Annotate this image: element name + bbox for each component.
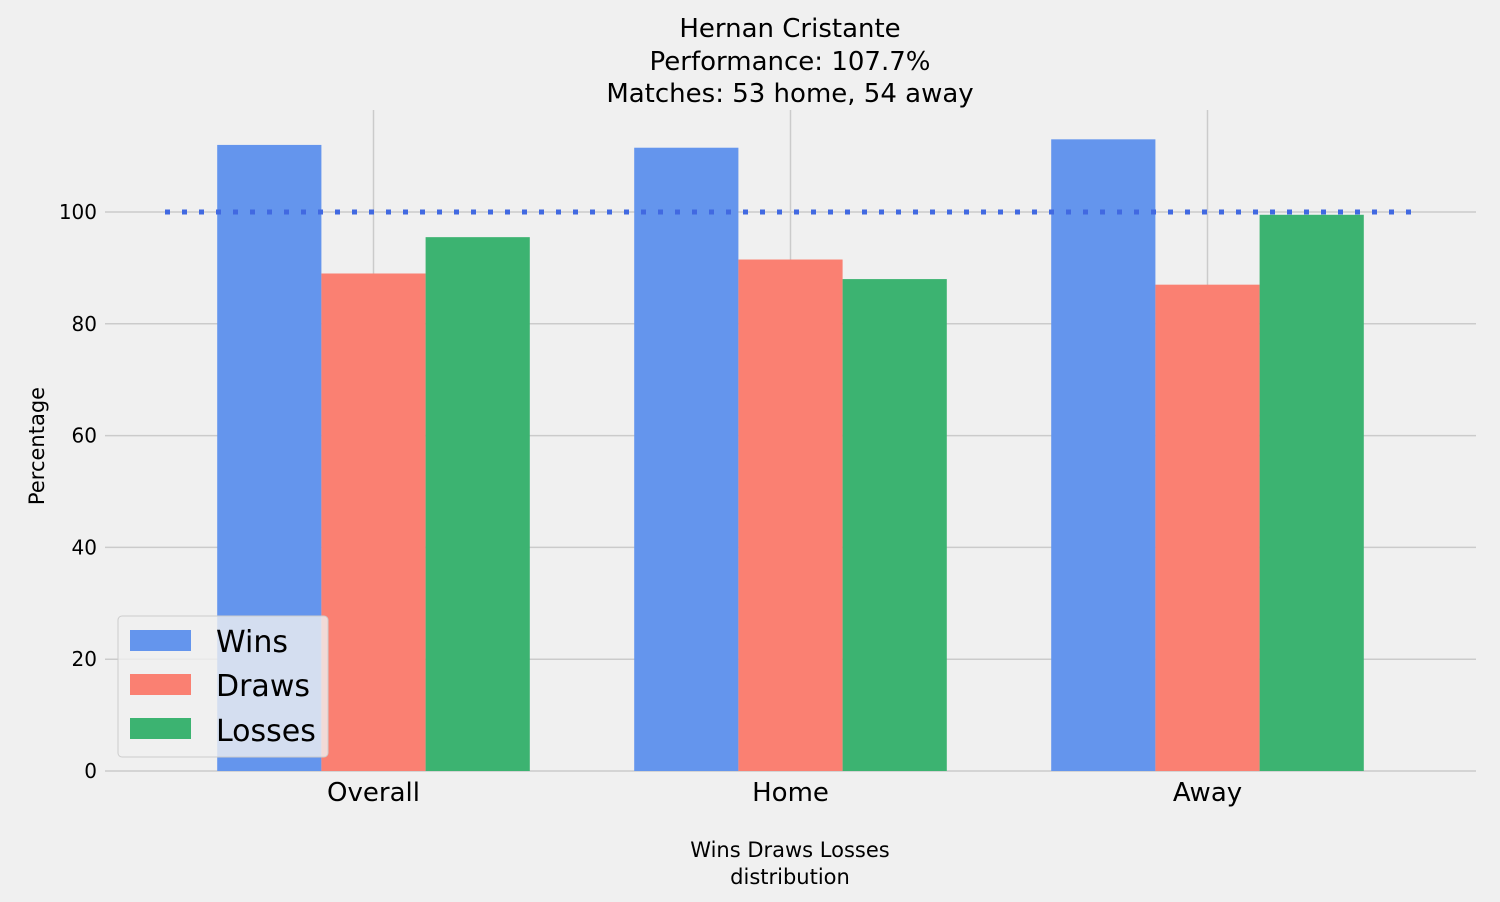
x-axis-label-line-1: Wins Draws Losses [690, 838, 889, 862]
bar-losses-overall [425, 237, 530, 771]
legend-label-losses: Losses [216, 714, 316, 749]
bar-wins-home [634, 147, 739, 772]
y-tick-label-60: 60 [72, 424, 97, 448]
x-tick-labels: Overall Home Away [327, 778, 1242, 808]
x-tick-label-away: Away [1173, 778, 1242, 808]
legend: Wins Draws Losses [117, 615, 329, 758]
legend-swatch-losses [130, 718, 191, 739]
x-axis-label-line-2: distribution [730, 865, 850, 889]
x-tick-label-home: Home [752, 778, 829, 808]
bar-losses-away [1259, 214, 1364, 772]
legend-swatch-draws [130, 674, 191, 695]
legend-label-draws: Draws [216, 669, 310, 704]
chart-title-line-3: Matches: 53 home, 54 away [606, 79, 973, 109]
bar-draws-away [1155, 284, 1260, 771]
bar-losses-home [842, 279, 947, 771]
y-tick-label-40: 40 [72, 535, 97, 559]
bars [217, 139, 1364, 772]
bar-draws-home [738, 259, 843, 771]
y-tick-label-100: 100 [59, 200, 97, 224]
y-tick-label-0: 0 [84, 759, 97, 783]
legend-label-wins: Wins [216, 625, 288, 660]
y-tick-labels: 0 20 40 60 80 100 [59, 200, 97, 783]
y-tick-label-20: 20 [72, 647, 97, 671]
legend-swatch-wins [130, 630, 191, 651]
y-axis-label: Percentage [25, 387, 49, 505]
bar-draws-overall [321, 273, 426, 771]
y-tick-label-80: 80 [72, 312, 97, 336]
chart-title-line-2: Performance: 107.7% [650, 47, 931, 77]
chart-title-line-1: Hernan Cristante [679, 14, 900, 44]
bar-wins-away [1051, 139, 1156, 771]
x-tick-label-overall: Overall [327, 778, 420, 808]
